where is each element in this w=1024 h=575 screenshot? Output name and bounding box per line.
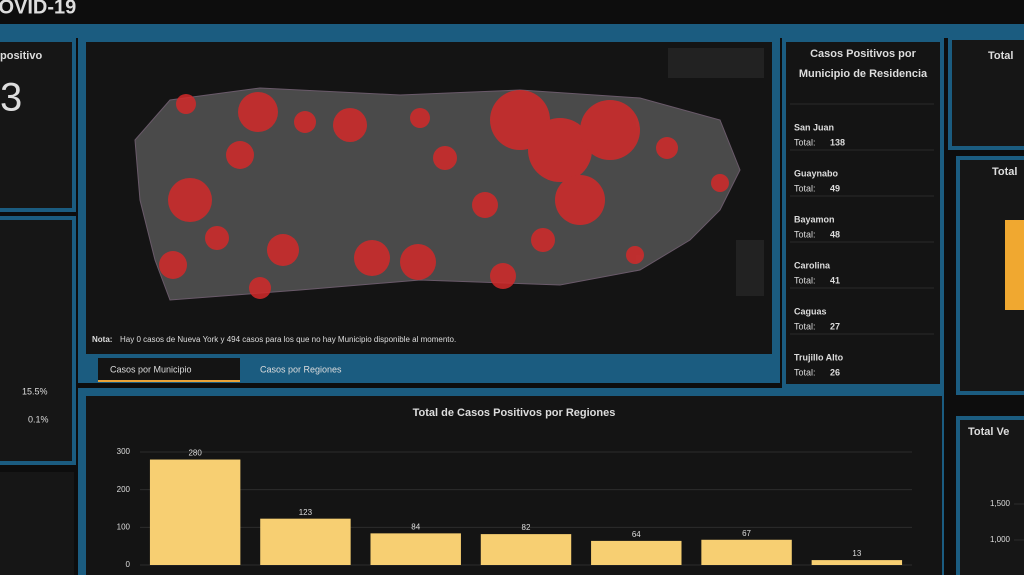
value-label: 280 xyxy=(188,449,202,458)
chart-title: Total de Casos Positivos por Regiones xyxy=(413,407,616,419)
municipio-name: Bayamon xyxy=(794,214,835,224)
y-tick-label: 1,500 xyxy=(990,499,1011,508)
left-stat: 15.5% xyxy=(22,386,48,396)
tab-indicator xyxy=(98,380,240,382)
y-tick-label: 200 xyxy=(117,485,131,494)
header-bar xyxy=(0,24,1024,38)
total-label: Total: xyxy=(794,229,816,239)
left-panel xyxy=(0,216,76,465)
left-panel xyxy=(0,38,76,212)
tab[interactable]: Casos por Municipio xyxy=(110,364,192,374)
total-label: Total: xyxy=(794,275,816,285)
value-label: 67 xyxy=(742,529,751,538)
municipio-name: Trujillo Alto xyxy=(794,352,844,362)
bar xyxy=(260,518,351,565)
bar xyxy=(370,533,461,565)
total-value: 26 xyxy=(830,367,840,377)
value-label: 13 xyxy=(852,549,861,558)
left-number: 3 xyxy=(0,76,22,120)
right-axis: 1,000 1,500 xyxy=(990,499,1024,544)
municipio-name: Caguas xyxy=(794,306,827,316)
right-panel xyxy=(956,416,1024,575)
list-items: San Juan Total: 138 Guaynabo Total: 49 Bayamon… xyxy=(790,103,934,377)
value-label: 123 xyxy=(299,508,313,517)
value-label: 84 xyxy=(411,522,420,531)
total-value: 138 xyxy=(830,137,845,147)
total-label: Total: xyxy=(794,183,816,193)
zoom-control[interactable] xyxy=(736,240,764,296)
y-tick-label: 0 xyxy=(126,560,131,569)
right-panel xyxy=(948,36,1024,150)
y-tick-label: 300 xyxy=(117,447,131,456)
list-title: Casos Positivos por Municipio de Residen… xyxy=(798,48,928,80)
municipio-name: San Juan xyxy=(794,122,834,132)
total-value: 49 xyxy=(830,183,840,193)
right-title: Total xyxy=(992,166,1017,178)
left-title: positivo xyxy=(0,50,42,62)
municipio-name: Carolina xyxy=(794,260,831,270)
left-panel xyxy=(0,472,74,575)
header-title: COVID-19 xyxy=(0,0,76,18)
total-value: 27 xyxy=(830,321,840,331)
bar xyxy=(701,539,792,565)
note: Hay 0 casos de Nueva York y 494 casos pa… xyxy=(120,335,456,344)
list-title-box: Casos Positivos por Municipio de Residen… xyxy=(798,48,928,80)
total-label: Total: xyxy=(794,137,816,147)
note-prefix: Nota: xyxy=(92,335,112,344)
right-title: Total xyxy=(988,50,1013,62)
value-label: 82 xyxy=(522,523,531,532)
chart: 0 100 200 300 280 123 84 82 64 67 13 xyxy=(117,447,912,569)
right-title: Total Ve xyxy=(968,426,1009,438)
list-panel xyxy=(786,42,940,384)
y-tick-label: 1,000 xyxy=(990,535,1011,544)
map-toolbar[interactable] xyxy=(668,48,764,78)
total-value: 48 xyxy=(830,229,840,239)
left-stat: 0.1% xyxy=(28,414,49,424)
tab-active[interactable] xyxy=(98,358,240,382)
bar xyxy=(591,540,682,565)
bar xyxy=(149,459,241,565)
map-bubbles xyxy=(159,90,729,299)
tab[interactable]: Casos por Regiones xyxy=(260,364,342,374)
right-bar xyxy=(1005,220,1024,310)
y-tick-label: 100 xyxy=(117,522,131,531)
total-value: 41 xyxy=(830,275,840,285)
value-label: 64 xyxy=(632,530,641,539)
total-label: Total: xyxy=(794,367,816,377)
total-label: Total: xyxy=(794,321,816,331)
right-panel xyxy=(956,156,1024,395)
bar xyxy=(480,534,572,565)
bar xyxy=(811,560,903,565)
municipio-name: Guaynabo xyxy=(794,168,839,178)
